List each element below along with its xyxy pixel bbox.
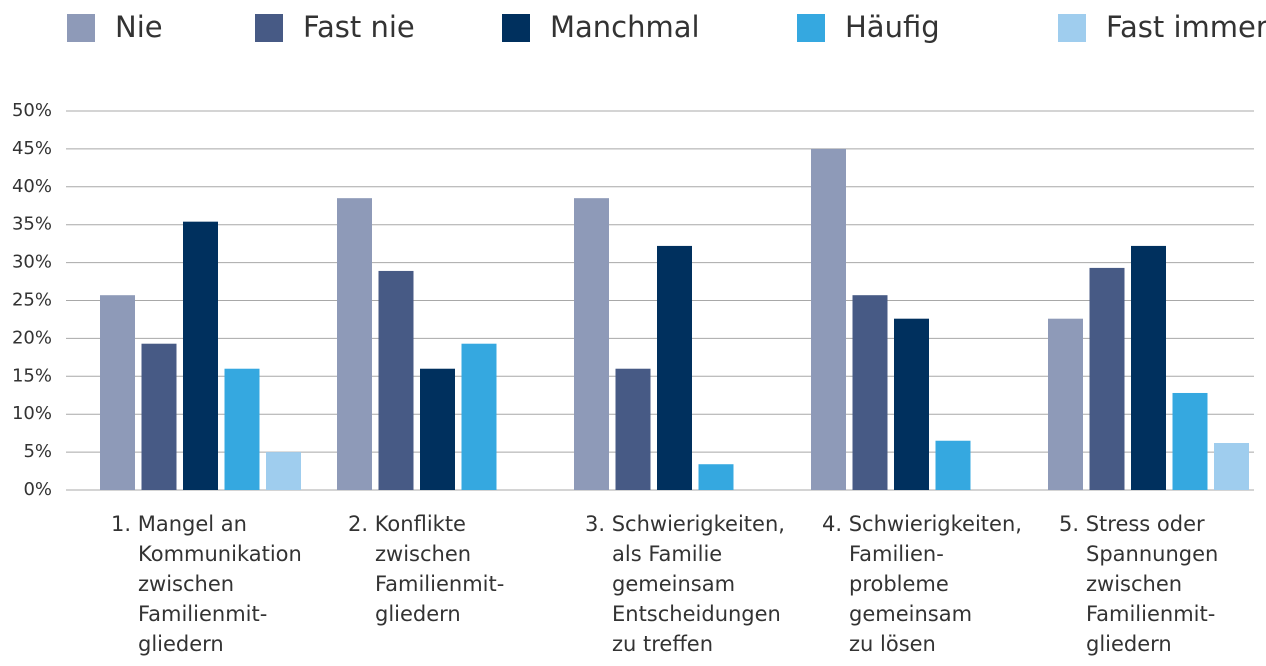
- bar: [1048, 318, 1083, 490]
- bar: [266, 452, 301, 490]
- bar: [224, 368, 260, 490]
- x-tick-label: als Familie: [612, 542, 722, 566]
- x-tick-label: Familienmit-: [1086, 602, 1215, 626]
- legend-swatch: [255, 14, 283, 42]
- bar: [852, 295, 888, 490]
- legend-label: Fast immer: [1106, 10, 1266, 44]
- x-tick-label: gemeinsam: [612, 572, 735, 596]
- x-tick-label: zwischen: [138, 572, 234, 596]
- bar: [183, 221, 218, 490]
- bar: [657, 245, 692, 490]
- x-tick-label: Familien-: [849, 542, 944, 566]
- y-tick-label: 0%: [23, 479, 52, 500]
- y-tick-label: 10%: [12, 403, 52, 424]
- bar: [811, 148, 846, 490]
- x-tick-label: 2. Konflikte: [348, 512, 466, 536]
- x-tick-label: 1. Mangel an: [111, 512, 247, 536]
- bar: [574, 198, 609, 491]
- bar: [615, 368, 651, 490]
- bar: [698, 464, 734, 490]
- x-tick-label: gliedern: [1086, 632, 1172, 656]
- bar: [461, 343, 497, 490]
- x-tick-label: zwischen: [375, 542, 471, 566]
- legend-swatch: [67, 14, 95, 42]
- legend-label: Nie: [115, 10, 163, 44]
- legend-swatch: [502, 14, 530, 42]
- bar: [100, 295, 135, 490]
- bar: [1214, 443, 1249, 490]
- y-tick-label: 35%: [12, 214, 52, 235]
- bar: [337, 198, 372, 491]
- y-tick-label: 40%: [12, 176, 52, 197]
- y-tick-label: 5%: [23, 441, 52, 462]
- bar: [1131, 245, 1166, 490]
- legend-label: Manchmal: [550, 10, 700, 44]
- bar: [894, 318, 929, 490]
- y-tick-label: 50%: [12, 100, 52, 121]
- y-tick-label: 45%: [12, 138, 52, 159]
- y-tick-label: 25%: [12, 290, 52, 311]
- bar: [1089, 267, 1125, 490]
- bar: [935, 440, 971, 490]
- bar: [1172, 392, 1208, 490]
- x-tick-label: zwischen: [1086, 572, 1182, 596]
- x-tick-label: gliedern: [138, 632, 224, 656]
- x-tick-label: Kommunikation: [138, 542, 302, 566]
- x-tick-label: probleme: [849, 572, 949, 596]
- x-tick-label: Entscheidungen: [612, 602, 781, 626]
- x-tick-label: 4. Schwierigkeiten,: [822, 512, 1022, 536]
- x-tick-label: Familienmit-: [138, 602, 267, 626]
- x-tick-label: Familienmit-: [375, 572, 504, 596]
- x-tick-label: 5. Stress oder: [1059, 512, 1205, 536]
- x-tick-label: 3. Schwierigkeiten,: [585, 512, 785, 536]
- y-tick-label: 15%: [12, 365, 52, 386]
- x-tick-label: gemeinsam: [849, 602, 972, 626]
- bar: [420, 368, 455, 490]
- y-tick-label: 20%: [12, 327, 52, 348]
- y-tick-label: 30%: [12, 252, 52, 273]
- x-tick-label: zu lösen: [849, 632, 936, 656]
- legend-label: Fast nie: [303, 10, 415, 44]
- x-tick-label: zu treffen: [612, 632, 713, 656]
- legend-swatch: [797, 14, 825, 42]
- legend-label: Häufig: [845, 10, 940, 44]
- bar: [378, 270, 414, 490]
- legend-swatch: [1058, 14, 1086, 42]
- bar: [141, 343, 177, 490]
- x-tick-label: gliedern: [375, 602, 461, 626]
- x-tick-label: Spannungen: [1086, 542, 1218, 566]
